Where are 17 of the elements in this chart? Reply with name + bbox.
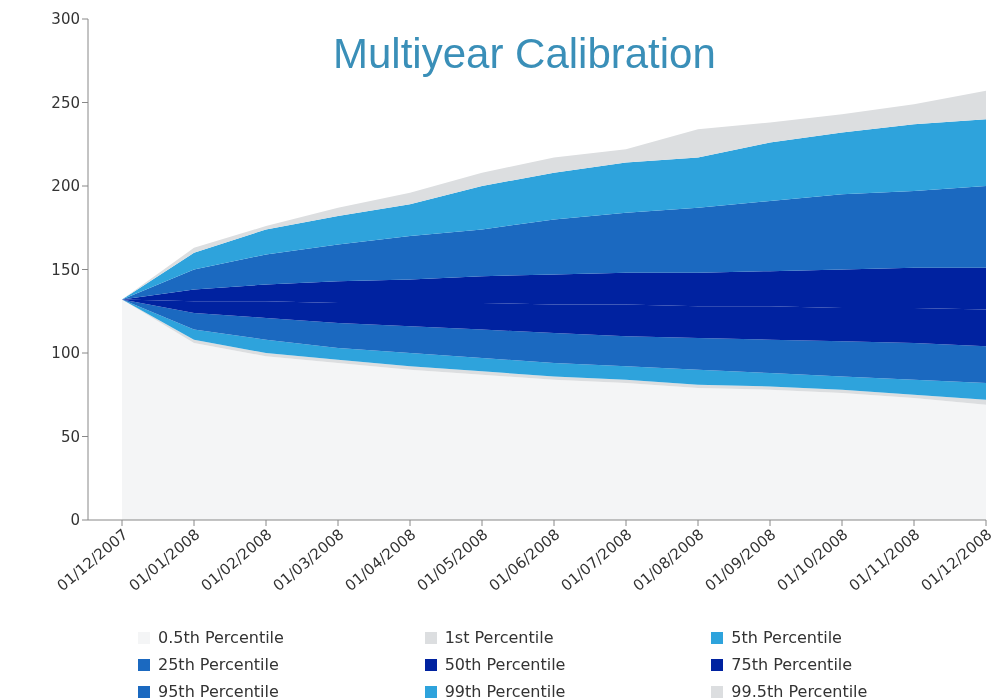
y-tick-label: 0 bbox=[70, 511, 80, 530]
legend-label: 50th Percentile bbox=[444, 655, 566, 674]
legend-label: 0.5th Percentile bbox=[158, 628, 284, 647]
legend-label: 1st Percentile bbox=[444, 628, 554, 647]
legend-label: 75th Percentile bbox=[731, 655, 853, 674]
y-tick-label: 100 bbox=[51, 344, 80, 363]
y-tick-label: 50 bbox=[60, 427, 80, 446]
legend-label: 99th Percentile bbox=[444, 682, 566, 699]
chart-title: Multiyear Calibration bbox=[333, 30, 716, 78]
legend-label: 25th Percentile bbox=[158, 655, 279, 674]
y-tick-label: 300 bbox=[51, 10, 80, 29]
y-tick-label: 250 bbox=[51, 93, 80, 112]
y-tick-label: 150 bbox=[51, 260, 80, 279]
legend-label: 5th Percentile bbox=[731, 628, 842, 647]
legend-label: 95th Percentile bbox=[158, 682, 279, 699]
legend-label: 99.5th Percentile bbox=[731, 682, 868, 699]
y-tick-label: 200 bbox=[51, 177, 80, 196]
